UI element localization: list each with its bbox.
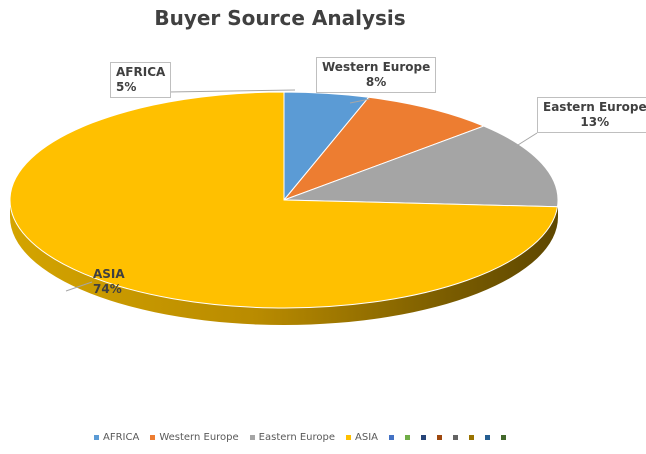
data-label-western-europe: Western Europe 8% <box>316 57 437 93</box>
legend-label: Eastern Europe <box>258 432 336 443</box>
legend-extra-marker <box>405 435 411 440</box>
legend-extra-marker <box>469 435 475 440</box>
legend-item-asia: ASIA <box>346 432 378 443</box>
pie-slice-western-europe <box>282 96 486 202</box>
legend-extra-marker <box>437 435 443 440</box>
data-label-africa: AFRICA 5% <box>110 62 172 98</box>
leader-asia <box>65 281 93 292</box>
data-label-asia: ASIA 74% <box>93 267 125 296</box>
pie-top-face <box>9 91 559 309</box>
legend-label: AFRICA <box>102 432 140 443</box>
legend-label: ASIA <box>355 432 379 443</box>
legend: AFRICA Western Europe Eastern Europe ASIA <box>0 432 600 443</box>
legend-extra-marker <box>485 435 491 440</box>
legend-extra-marker <box>453 435 459 440</box>
legend-item-western-europe: Western Europe <box>150 432 239 443</box>
legend-swatch <box>346 435 352 440</box>
leader-western-europe <box>349 98 371 104</box>
legend-swatch <box>150 435 156 440</box>
legend-extra-marker <box>389 435 395 440</box>
legend-item-africa: AFRICA <box>93 432 140 443</box>
leader-eastern-europe <box>509 132 538 151</box>
legend-extra-marker <box>421 435 427 440</box>
pie-slice-eastern-europe <box>283 125 559 208</box>
data-label-eastern-europe: Eastern Europe 13% <box>537 97 646 133</box>
legend-item-eastern-europe: Eastern Europe <box>249 432 336 443</box>
leader-africa <box>167 89 296 93</box>
chart-title: Buyer Source Analysis <box>154 6 406 30</box>
legend-extra-marker <box>501 435 507 440</box>
legend-swatch <box>249 435 255 440</box>
legend-label: Western Europe <box>159 432 239 443</box>
pie-slice-asia <box>9 91 559 309</box>
legend-swatch <box>93 435 99 440</box>
leader-lines <box>65 89 538 292</box>
